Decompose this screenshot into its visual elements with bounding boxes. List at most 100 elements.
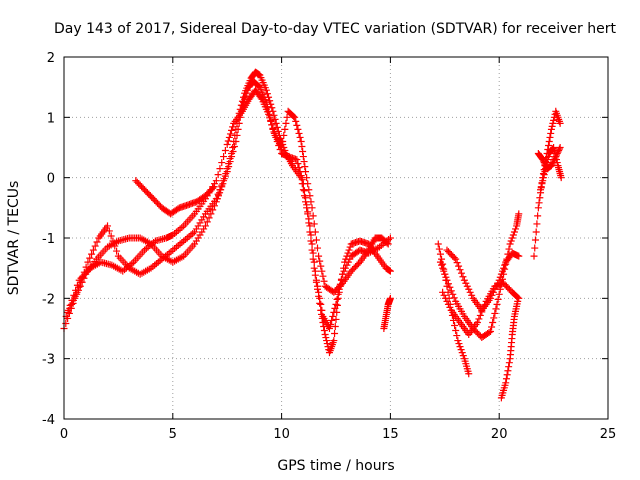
data-point (267, 117, 275, 125)
data-point (306, 222, 314, 230)
data-point (229, 148, 237, 156)
data-point (317, 262, 325, 270)
data-point (316, 294, 324, 302)
data-point (273, 123, 281, 131)
data-point (304, 180, 312, 188)
data-point (497, 270, 505, 278)
data-point (314, 244, 322, 252)
data-point (539, 174, 547, 182)
data-point (534, 204, 542, 212)
data-point (450, 294, 458, 302)
series-track-g (436, 210, 523, 342)
data-point (266, 114, 274, 122)
y-axis-label: SDTVAR / TECUs (6, 181, 22, 296)
data-point (263, 90, 271, 98)
x-tick-label: 15 (382, 427, 399, 442)
data-point (339, 270, 347, 278)
data-point (453, 259, 461, 267)
data-point (223, 140, 231, 148)
data-point (534, 212, 542, 220)
data-point (226, 158, 234, 166)
data-point (550, 116, 558, 124)
data-point (109, 237, 117, 245)
data-point (530, 252, 538, 260)
data-point (233, 131, 241, 139)
data-point (434, 240, 442, 248)
data-point (203, 218, 211, 226)
data-point (344, 249, 352, 257)
data-point (299, 153, 307, 161)
data-point (225, 163, 233, 171)
data-point (346, 255, 354, 263)
data-point (107, 232, 115, 240)
y-tick-label: -1 (42, 232, 55, 247)
data-point (305, 186, 313, 194)
data-point (494, 295, 502, 303)
data-point (216, 165, 224, 173)
data-point (440, 291, 448, 299)
data-point (539, 177, 547, 185)
data-point (291, 113, 299, 121)
data-point (553, 156, 561, 164)
data-point (307, 198, 315, 206)
data-point (306, 192, 314, 200)
data-point (451, 321, 459, 329)
y-tick-label: 2 (47, 51, 55, 66)
data-point (541, 168, 549, 176)
data-point (243, 89, 251, 97)
data-point (279, 137, 287, 145)
data-point (210, 183, 218, 191)
data-point (442, 273, 450, 281)
data-point (343, 261, 351, 269)
data-point (383, 239, 391, 247)
data-point (337, 281, 345, 289)
data-point (439, 264, 447, 272)
x-tick-label: 10 (273, 427, 290, 442)
data-point (443, 297, 451, 305)
data-point (354, 260, 362, 268)
data-point (505, 359, 513, 367)
data-point (438, 255, 446, 263)
data-point (331, 304, 339, 312)
data-point (315, 252, 323, 260)
data-point (438, 261, 446, 269)
data-point (346, 243, 354, 251)
data-point (318, 267, 326, 275)
data-point (443, 276, 451, 284)
data-point (278, 144, 286, 151)
data-point (441, 270, 449, 278)
data-point (505, 245, 513, 253)
data-point (205, 214, 213, 222)
data-point (436, 258, 444, 266)
data-point (62, 319, 70, 327)
data-point (476, 311, 484, 319)
data-point (507, 237, 515, 245)
data-point (294, 125, 302, 133)
data-point (319, 272, 327, 280)
data-point (311, 267, 319, 275)
data-point (70, 291, 78, 299)
data-point (229, 123, 237, 131)
data-point (300, 158, 308, 166)
data-point (442, 294, 450, 302)
data-point (310, 220, 318, 228)
x-tick-label: 0 (60, 427, 68, 442)
data-point (226, 130, 234, 138)
data-point (296, 133, 304, 141)
data-point (327, 320, 335, 328)
data-point (449, 290, 457, 298)
data-point (545, 141, 553, 149)
data-point (503, 371, 511, 379)
y-tick-label: 1 (47, 111, 55, 126)
data-point (331, 322, 339, 330)
data-point (460, 276, 468, 284)
data-point (463, 282, 471, 290)
data-point (332, 300, 340, 308)
data-point (220, 153, 228, 161)
data-point (548, 160, 556, 168)
data-point (459, 352, 467, 360)
data-point (297, 137, 305, 145)
data-point (201, 222, 209, 230)
data-point (545, 153, 553, 161)
